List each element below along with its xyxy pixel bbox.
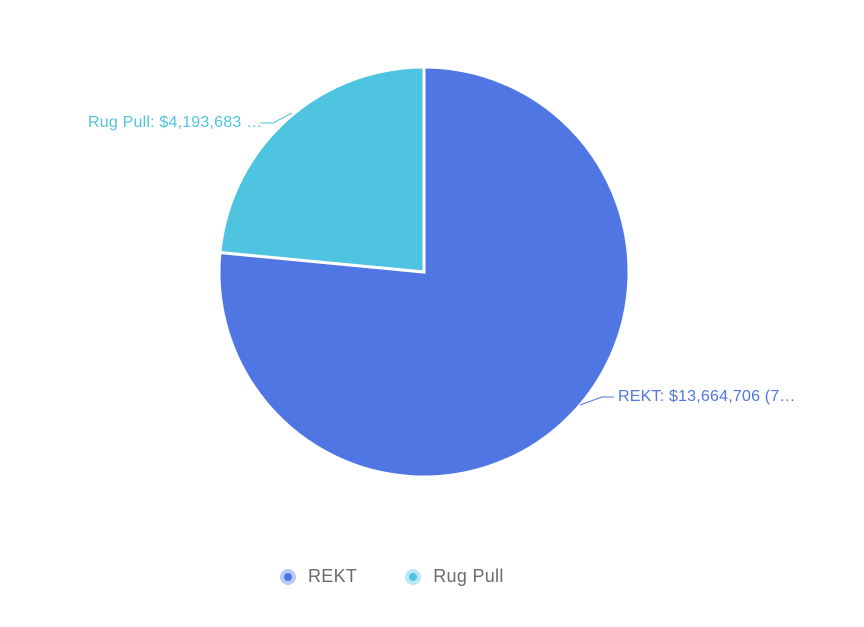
callout-label-rekt: REKT: $13,664,706 (7… <box>618 388 796 406</box>
legend-label-rekt: REKT <box>308 566 357 587</box>
legend-dot-rugpull <box>405 569 421 585</box>
callout-label-rugpull: Rug Pull: $4,193,683 … <box>88 114 262 132</box>
legend-dot-rugpull-inner <box>409 573 417 581</box>
legend: REKT Rug Pull <box>280 566 504 587</box>
legend-item-rugpull: Rug Pull <box>405 566 503 587</box>
leader-line-rekt-path <box>580 397 614 405</box>
chart-stage: Rug Pull: $4,193,683 … REKT: $13,664,706… <box>0 0 864 627</box>
legend-dot-rekt <box>280 569 296 585</box>
legend-dot-rekt-inner <box>284 573 292 581</box>
legend-label-rugpull: Rug Pull <box>433 566 503 587</box>
legend-item-rekt: REKT <box>280 566 357 587</box>
leader-line-rekt <box>0 0 864 627</box>
